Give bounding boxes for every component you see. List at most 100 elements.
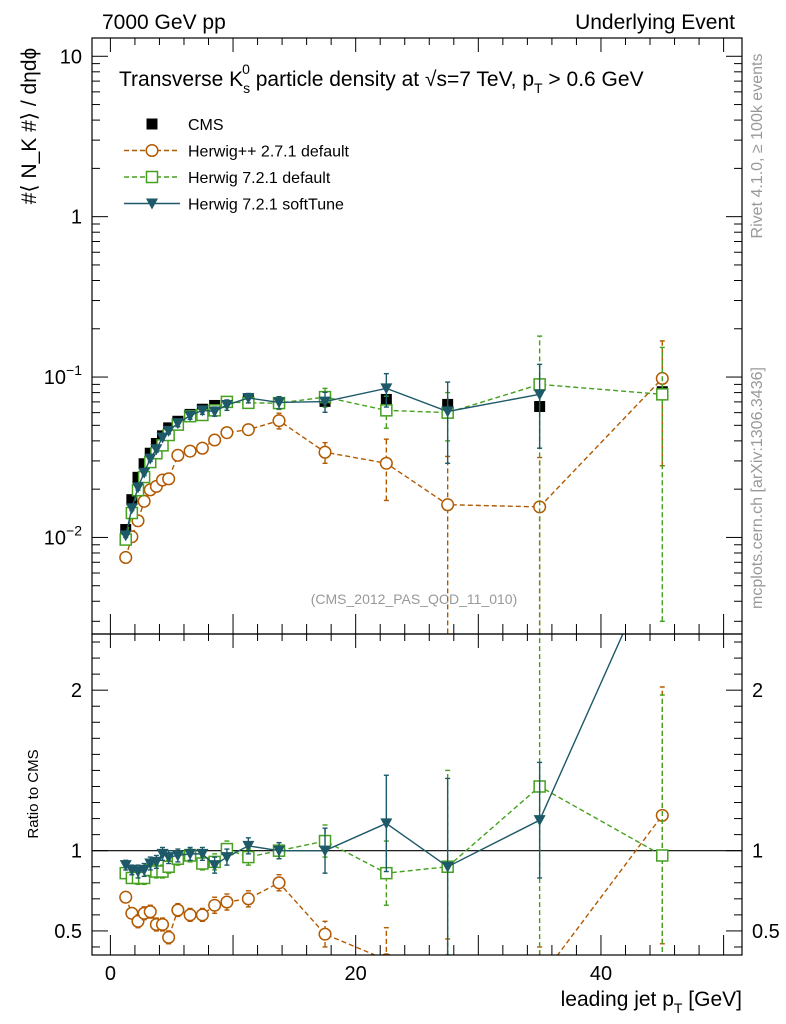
data-point-herwigpp	[208, 433, 222, 447]
title-cut: > 0.6 GeV	[543, 68, 644, 91]
data-point-softtune	[162, 425, 175, 437]
ratio-y-tick-label-right: 1	[752, 841, 763, 863]
data-point-softtune	[138, 864, 151, 876]
data-point-softtune	[242, 840, 255, 852]
header-right: Underlying Event	[575, 11, 735, 34]
main-panel: 10−2 10−1 1 10	[44, 37, 743, 635]
ratio-series-layer	[119, 634, 669, 985]
ratio-y-tick-label-right: 0.5	[752, 921, 780, 943]
data-point-softtune	[273, 397, 286, 409]
ratio-y-tick-labels: 0.5 0.5 1 1 2 2	[54, 680, 780, 943]
data-point-herwigpp	[208, 898, 222, 912]
data-point-herwig721	[656, 388, 669, 401]
title-sub: s	[243, 80, 250, 96]
data-point-herwigpp	[162, 472, 176, 486]
x-axis-label: leading jet pT [GeV]	[561, 988, 742, 1016]
ratio-y-tick-label: 1	[71, 841, 82, 863]
data-point-herwigpp	[534, 973, 546, 985]
y-tick-label: 10−2	[44, 522, 82, 549]
legend-marker	[145, 170, 159, 184]
data-point-herwigpp	[220, 895, 234, 909]
data-point-herwigpp	[220, 426, 234, 440]
data-point-softtune	[196, 848, 209, 860]
xlabel-post: [GeV]	[682, 988, 742, 1011]
ratio-panel: 0.5 0.5 1 1 2 2 0 20 40	[54, 38, 780, 985]
data-point-herwigpp	[155, 917, 170, 932]
data-point-softtune	[138, 467, 151, 479]
title-pre: Transverse K	[119, 68, 243, 91]
legend-marker	[145, 143, 159, 158]
data-point-herwigpp	[143, 905, 157, 919]
x-tick-label: 40	[590, 963, 612, 985]
series-herwig721	[119, 634, 669, 955]
ratio-y-tick-label: 0.5	[54, 921, 82, 943]
title-pt-sub: T	[534, 80, 543, 96]
data-point-softtune	[156, 848, 169, 860]
legend-item-softtune: Herwig 7.2.1 softTune	[124, 197, 344, 214]
data-point-softtune	[196, 405, 209, 417]
data-point-herwig721	[656, 849, 669, 862]
legend-label: CMS	[188, 117, 224, 134]
analysis-watermark: (CMS_2012_PAS_QCD_11_010)	[311, 591, 518, 607]
legend-item-herwig721: Herwig 7.2.1 default	[124, 170, 331, 187]
data-point-softtune	[171, 850, 184, 862]
data-point-cms	[120, 524, 132, 536]
data-point-softtune	[220, 852, 233, 864]
data-point-softtune	[156, 432, 169, 444]
data-point-softtune	[125, 503, 138, 515]
x-tick-labels: 0 20 40	[105, 963, 612, 985]
data-point-herwigpp	[441, 498, 455, 512]
data-point-herwigpp	[318, 927, 332, 941]
data-point-softtune	[208, 860, 221, 872]
data-point-softtune	[184, 410, 197, 422]
data-point-softtune	[441, 861, 454, 873]
data-point-herwigpp	[272, 414, 286, 428]
legend-item-cms: CMS	[146, 117, 224, 134]
data-point-softtune	[533, 815, 546, 827]
data-point-softtune	[131, 482, 144, 494]
ratio-y-label: Ratio to CMS	[25, 749, 42, 838]
data-point-herwigpp	[183, 908, 197, 922]
data-point-herwigpp	[379, 456, 393, 470]
data-point-herwigpp	[119, 890, 133, 904]
data-point-herwigpp	[171, 903, 185, 917]
data-point-softtune	[319, 845, 332, 857]
data-point-softtune	[533, 389, 546, 401]
rivet-label: Rivet 4.1.0, ≥ 100k events	[749, 54, 766, 239]
data-point-herwigpp	[381, 953, 391, 955]
ratio-frame	[91, 633, 743, 956]
data-point-softtune	[273, 845, 286, 857]
mcplots-label: mcplots.cern.ch [arXiv:1306.3436]	[749, 367, 766, 609]
data-point-softtune	[144, 453, 157, 465]
data-point-herwigpp	[241, 892, 255, 906]
xlabel-pre: leading jet p	[561, 988, 674, 1011]
data-point-softtune	[208, 406, 221, 418]
data-point-herwigpp	[171, 448, 185, 462]
data-point-softtune	[220, 399, 233, 411]
x-tick-label: 0	[105, 963, 116, 985]
title-sup: 0	[242, 61, 250, 77]
xlabel-sub: T	[674, 1000, 683, 1016]
main-y-ticks	[92, 55, 742, 622]
legend-item-herwigpp: Herwig++ 2.7.1 default	[124, 144, 350, 161]
y-tick-label: 10	[60, 46, 82, 68]
data-point-herwigpp	[195, 441, 209, 455]
title-sqrt: √	[425, 68, 437, 91]
main-title: Transverse Ks 0 particle density at √s=7 …	[119, 61, 644, 96]
data-point-herwigpp	[183, 444, 197, 458]
data-point-softtune	[171, 418, 184, 430]
legend-marker	[146, 118, 158, 130]
data-point-herwigpp	[241, 423, 255, 437]
header-left: 7000 GeV pp	[102, 11, 226, 34]
ratio-y-tick-label: 2	[71, 680, 82, 702]
legend-label: Herwig 7.2.1 softTune	[188, 197, 344, 214]
data-point-softtune	[162, 852, 175, 864]
data-point-softtune	[119, 530, 132, 542]
data-point-softtune	[441, 406, 454, 418]
ratio-y-ticks	[92, 641, 742, 948]
main-y-tick-labels: 10−2 10−1 1 10	[44, 46, 82, 549]
data-point-herwigpp	[318, 445, 332, 459]
title-mid: particle density at	[250, 68, 425, 91]
ratio-y-tick-label-right: 2	[752, 680, 763, 702]
y-tick-label: 1	[71, 207, 82, 229]
